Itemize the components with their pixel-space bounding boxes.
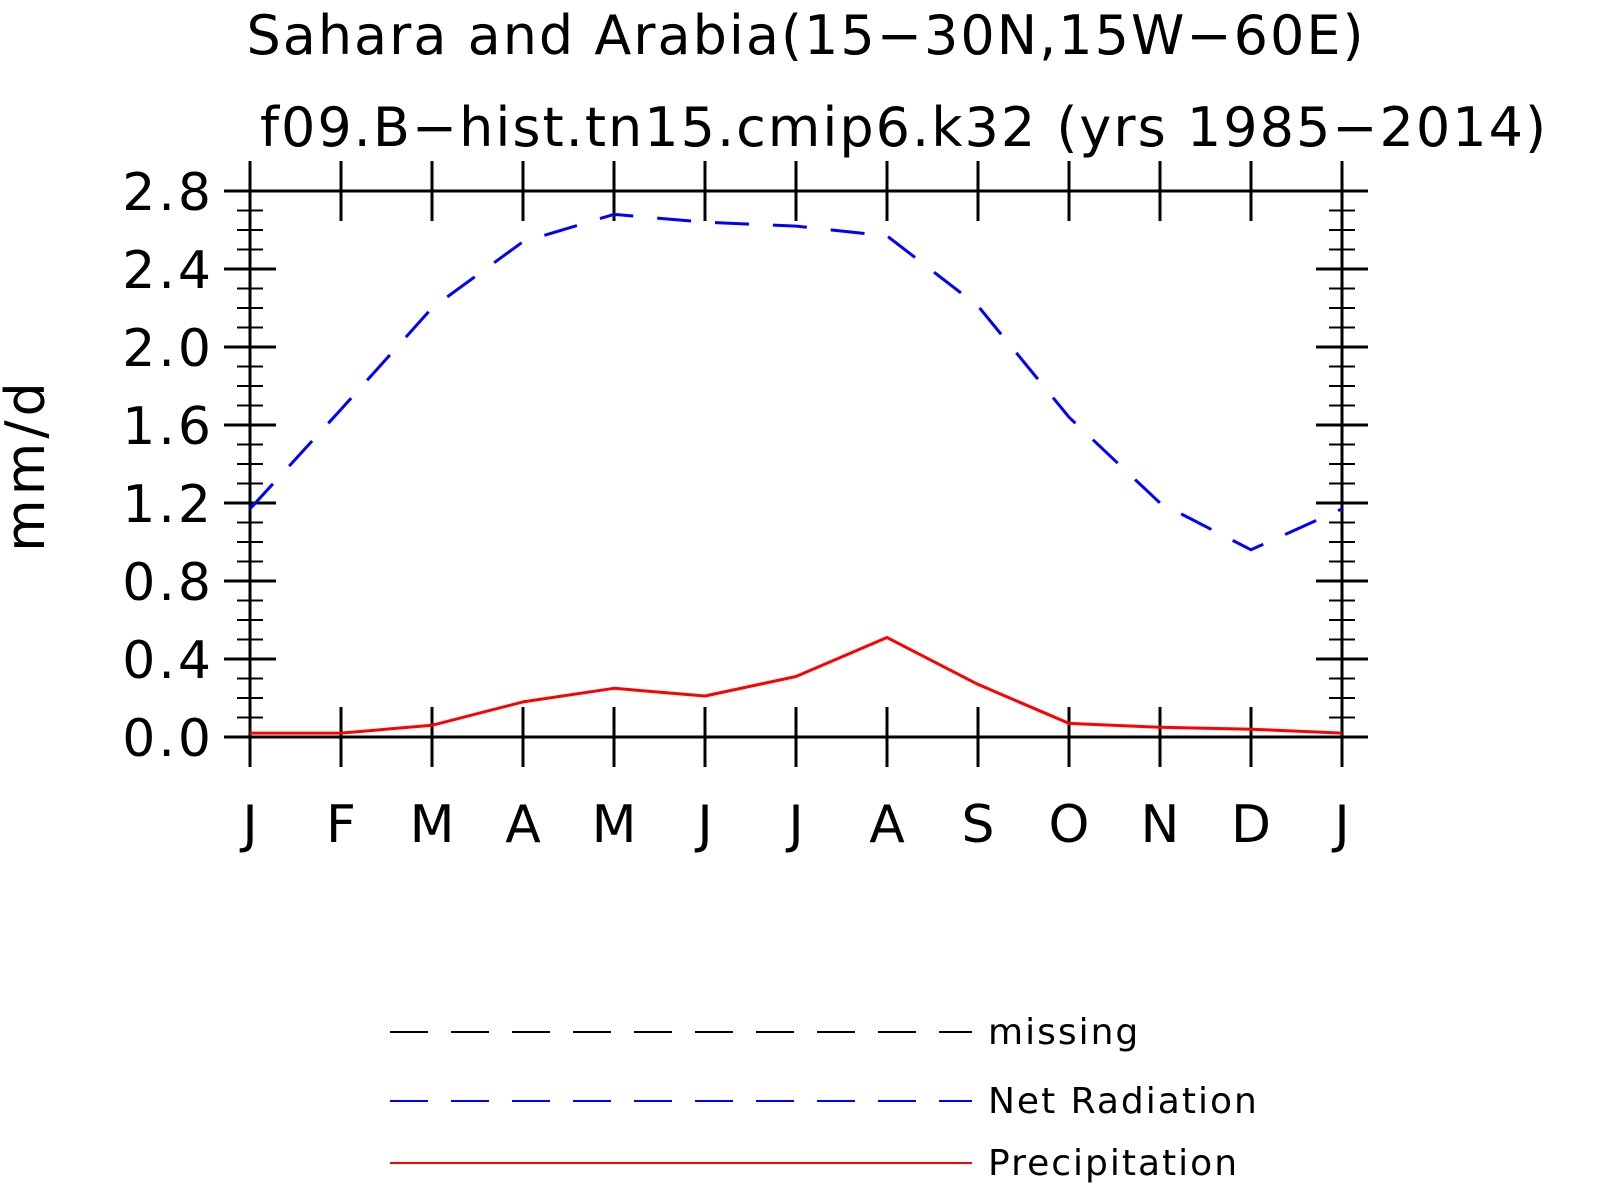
legend-label: Precipitation — [988, 1143, 1239, 1184]
x-tick-label: F — [326, 795, 356, 855]
x-tick-label: J — [1331, 795, 1349, 855]
plot-axes: 0.00.40.81.21.62.02.42.8J F M A M J J A S O N D J — [122, 161, 1368, 855]
y-tick-label: 2.0 — [122, 319, 214, 379]
plot-frame — [248, 189, 1344, 739]
y-tick-label: 2.8 — [122, 163, 214, 223]
series-line-net-radiation — [248, 212, 1343, 552]
y-tick-label: 0.8 — [122, 553, 214, 613]
y-tick-label: 1.2 — [122, 475, 214, 535]
x-tick-label: O — [1049, 795, 1090, 855]
x-tick-label: S — [961, 795, 994, 855]
chart-subtitle: f09.B−hist.tn15.cmip6.k32 (yrs 1985−2014… — [260, 96, 1548, 159]
legend-label: missing — [988, 1012, 1140, 1053]
x-tick-label: J — [694, 795, 712, 855]
x-tick-label: M — [410, 795, 455, 855]
y-tick-label: 0.4 — [122, 631, 214, 691]
y-tick-label: 0.0 — [122, 709, 214, 769]
legend: missing Net Radiation Precipitation — [390, 1012, 1259, 1184]
y-tick-label: 1.6 — [122, 397, 214, 457]
x-tick-label: A — [505, 795, 541, 855]
x-tick-label: D — [1231, 795, 1271, 855]
x-tick-label: J — [239, 795, 257, 855]
chart-title: Sahara and Arabia(15−30N,15W−60E) — [246, 4, 1365, 67]
y-tick-label: 2.4 — [122, 241, 214, 301]
y-axis-label: mm/d — [0, 378, 57, 552]
x-tick-label: N — [1141, 795, 1180, 855]
x-tick-label: M — [592, 795, 637, 855]
x-tick-label: J — [785, 795, 803, 855]
plot-series — [248, 212, 1343, 735]
series-line-precipitation — [250, 636, 1343, 735]
legend-label: Net Radiation — [988, 1081, 1259, 1122]
x-tick-label: A — [869, 795, 905, 855]
